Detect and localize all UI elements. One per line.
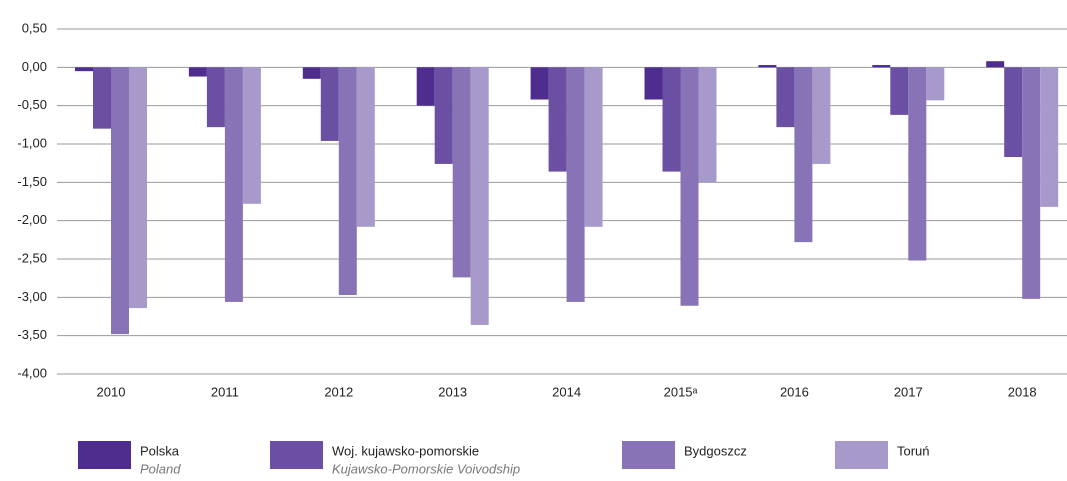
bar xyxy=(548,67,567,172)
legend-label: Woj. kujawsko-pomorskie xyxy=(332,443,479,458)
x-tick-label: 2016 xyxy=(780,384,809,399)
legend-label-en: Kujawsko-Pomorskie Voivodship xyxy=(332,461,520,476)
bar xyxy=(758,65,777,68)
bar xyxy=(908,67,927,261)
legend-swatch xyxy=(78,441,131,469)
bar xyxy=(111,67,129,335)
bar xyxy=(302,67,321,79)
bar xyxy=(452,67,471,278)
bar xyxy=(584,67,603,227)
bar xyxy=(680,67,699,306)
bar xyxy=(75,67,93,72)
x-tick-label: 2012 xyxy=(324,384,353,399)
legend-label: Bydgoszcz xyxy=(684,443,747,458)
bar xyxy=(644,67,663,100)
x-tick-label: 2018 xyxy=(1008,384,1037,399)
bar xyxy=(776,67,795,128)
bar xyxy=(188,67,207,77)
y-tick-label: -3,50 xyxy=(17,327,47,342)
y-tick-label: -1,50 xyxy=(17,174,47,189)
bar xyxy=(794,67,813,243)
bar xyxy=(872,65,891,68)
bar xyxy=(356,67,375,227)
x-tick-label: 2013 xyxy=(438,384,467,399)
bar xyxy=(320,67,339,141)
bar xyxy=(530,67,549,100)
x-tick-label: 2015ᵃ xyxy=(664,384,698,399)
legend-swatch xyxy=(622,441,675,469)
bar xyxy=(812,67,831,164)
bar xyxy=(434,67,453,164)
legend-label: Toruń xyxy=(897,443,930,458)
bar xyxy=(93,67,111,129)
y-tick-label: -2,50 xyxy=(17,250,47,265)
x-tick-label: 2014 xyxy=(552,384,581,399)
y-tick-label: -2,00 xyxy=(17,212,47,227)
bar xyxy=(470,67,489,325)
y-tick-label: 0,50 xyxy=(22,20,47,35)
bar xyxy=(926,67,945,101)
y-tick-label: -3,00 xyxy=(17,289,47,304)
y-tick-label: 0,00 xyxy=(22,59,47,74)
bar xyxy=(698,67,717,183)
x-tick-label: 2010 xyxy=(97,384,126,399)
legend-swatch xyxy=(270,441,323,469)
bar xyxy=(986,61,1005,68)
bar xyxy=(1040,67,1059,207)
bar xyxy=(1004,67,1023,158)
legend-label-en: Poland xyxy=(140,461,181,476)
bar xyxy=(242,67,261,204)
x-tick-label: 2011 xyxy=(211,384,239,399)
bar xyxy=(1022,67,1041,299)
y-tick-label: -4,00 xyxy=(17,365,47,380)
bar xyxy=(338,67,357,296)
bar xyxy=(206,67,225,128)
y-tick-label: -0,50 xyxy=(17,97,47,112)
bar xyxy=(129,67,147,309)
bar xyxy=(416,67,435,106)
legend-swatch xyxy=(835,441,888,469)
bar xyxy=(890,67,909,115)
bar xyxy=(224,67,243,302)
x-tick-label: 2017 xyxy=(894,384,923,399)
y-tick-label: -1,00 xyxy=(17,135,47,150)
bar xyxy=(566,67,585,302)
bar xyxy=(662,67,681,172)
legend-label: Polska xyxy=(140,443,180,458)
